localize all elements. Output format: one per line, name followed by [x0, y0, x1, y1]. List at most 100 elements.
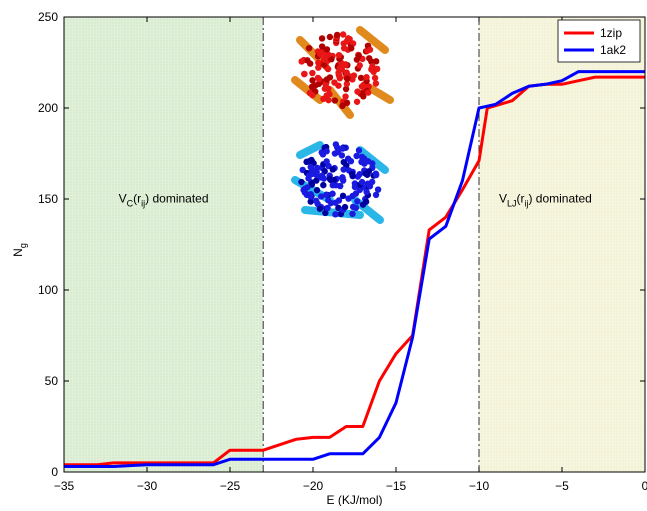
atom-sphere: [324, 65, 332, 73]
atom-sphere: [340, 44, 348, 52]
atom-sphere: [363, 74, 370, 81]
atom-sphere: [309, 77, 316, 84]
atom-sphere: [358, 153, 366, 161]
atom-sphere: [339, 192, 347, 200]
atom-sphere: [363, 188, 370, 196]
atom-sphere: [305, 172, 313, 179]
atom-sphere: [340, 158, 347, 166]
atom-sphere: [354, 198, 361, 205]
atom-sphere: [315, 75, 323, 83]
x-tick-label: −25: [220, 479, 241, 493]
y-tick-label: 250: [38, 10, 58, 24]
atom-sphere: [354, 88, 361, 95]
atom-sphere: [316, 205, 324, 212]
legend-label-1ak2: 1ak2: [600, 43, 626, 57]
region-1: [479, 17, 645, 472]
atom-sphere: [343, 38, 350, 45]
atom-sphere: [339, 145, 346, 152]
atom-sphere: [358, 178, 366, 186]
atom-sphere: [349, 203, 357, 211]
axes-frame: [63, 16, 646, 473]
atom-sphere: [340, 166, 347, 173]
atom-sphere: [325, 51, 332, 58]
atom-sphere: [317, 193, 325, 200]
atom-sphere: [372, 80, 380, 87]
atom-sphere: [331, 150, 339, 157]
helix-tube: [356, 26, 389, 54]
x-tick-label: −20: [303, 479, 324, 493]
atom-sphere: [360, 93, 367, 100]
x-axis-label: E (KJ/mol): [326, 493, 382, 506]
atom-sphere: [364, 171, 371, 178]
atom-sphere: [335, 51, 343, 59]
atom-sphere: [318, 43, 326, 50]
x-tick-label: −15: [386, 479, 407, 493]
atom-sphere: [353, 152, 360, 160]
atom-sphere: [353, 98, 361, 105]
atom-sphere: [362, 198, 370, 205]
atom-sphere: [327, 199, 335, 207]
atom-sphere: [357, 74, 365, 82]
atom-sphere: [372, 170, 380, 177]
atom-sphere: [323, 191, 330, 198]
atom-sphere: [343, 80, 351, 88]
y-axis-label: Ng: [11, 243, 28, 257]
atom-sphere: [364, 158, 372, 165]
atom-sphere: [308, 83, 316, 90]
legend: 1zip 1ak2: [557, 19, 641, 63]
atom-sphere: [318, 172, 326, 179]
atom-sphere: [309, 91, 316, 99]
atom-sphere: [301, 189, 309, 196]
atom-sphere: [305, 44, 313, 52]
atom-sphere: [374, 186, 382, 193]
y-tick-label: 50: [45, 374, 59, 388]
y-tick-label: 150: [38, 192, 58, 206]
atom-sphere: [344, 75, 351, 82]
region-label-0: VC(rij) dominated: [119, 192, 209, 209]
atom-sphere: [314, 164, 321, 172]
atom-sphere: [321, 85, 329, 92]
atom-sphere: [349, 210, 356, 218]
atom-sphere: [344, 155, 352, 162]
atom-sphere: [329, 182, 336, 189]
legend-label-1zip: 1zip: [600, 26, 622, 40]
atom-sphere: [345, 195, 352, 202]
atom-sphere: [356, 62, 363, 69]
legend-box: [557, 19, 641, 63]
atom-sphere: [332, 211, 339, 218]
atom-sphere: [320, 181, 327, 189]
atom-sphere: [373, 65, 381, 73]
atom-sphere: [317, 50, 324, 58]
atom-sphere: [333, 31, 341, 39]
atom-sphere: [342, 93, 349, 100]
x-tick-label: −30: [137, 479, 158, 493]
atom-sphere: [333, 144, 341, 151]
atom-sphere: [366, 183, 374, 190]
atom-sphere: [358, 158, 365, 166]
y-tick-label: 0: [51, 465, 58, 479]
atom-sphere: [371, 74, 379, 82]
y-tick-label: 200: [38, 101, 58, 115]
atom-sphere: [343, 99, 351, 107]
atom-sphere: [330, 176, 338, 184]
atom-sphere: [306, 157, 313, 165]
helix-tube: [291, 76, 324, 104]
helix-tube: [296, 141, 324, 159]
protein-1ak2-image: [291, 141, 389, 224]
atom-sphere: [339, 174, 346, 182]
region-label-1: VLJ(rij) dominated: [499, 192, 592, 209]
y-tick-label: 100: [38, 283, 58, 297]
series-line-1zip: [64, 75, 645, 467]
atom-sphere: [365, 89, 372, 96]
atom-sphere: [341, 203, 349, 211]
atom-sphere: [307, 190, 314, 198]
atom-sphere: [339, 102, 346, 110]
atom-sphere: [328, 56, 335, 63]
atom-sphere: [355, 52, 362, 60]
atom-sphere: [349, 76, 356, 83]
x-tick-label: 0: [642, 479, 647, 493]
atom-sphere: [323, 76, 331, 83]
x-tick-label: −10: [469, 479, 490, 493]
atom-sphere: [368, 66, 375, 73]
